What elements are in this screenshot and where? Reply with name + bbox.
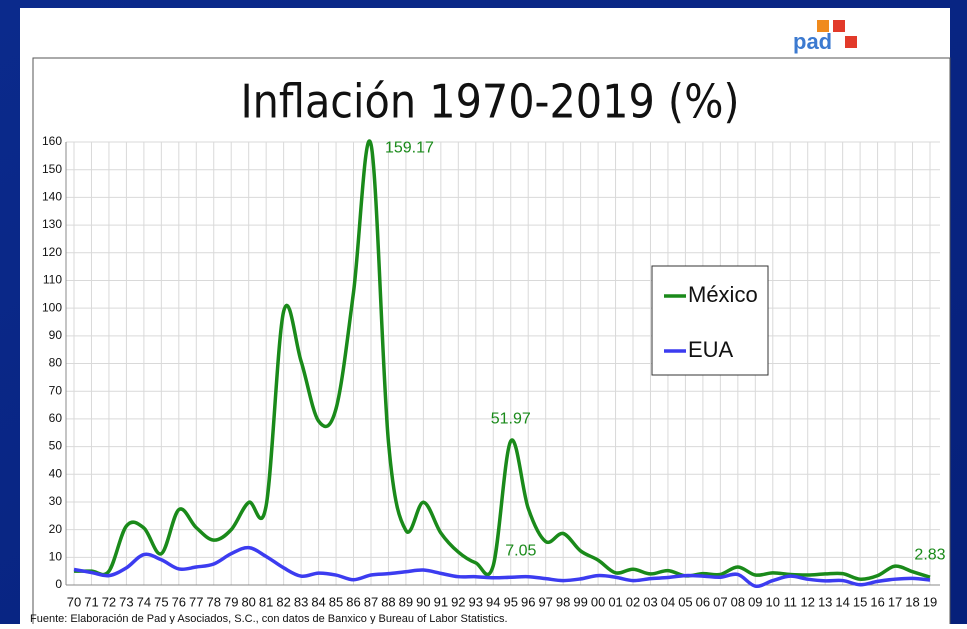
x-tick-label: 14	[835, 594, 849, 609]
y-tick-label: 160	[42, 134, 62, 148]
x-tick-label: 03	[643, 594, 657, 609]
x-tick-label: 99	[573, 594, 587, 609]
x-tick-label: 92	[451, 594, 465, 609]
x-tick-label: 96	[521, 594, 535, 609]
y-tick-label: 110	[43, 273, 62, 287]
y-tick-label: 50	[49, 439, 63, 453]
x-tick-label: 11	[783, 594, 797, 609]
x-tick-label: 04	[661, 594, 675, 609]
x-tick-label: 76	[172, 594, 186, 609]
x-tick-label: 12	[800, 594, 814, 609]
y-tick-label: 140	[42, 190, 62, 204]
y-tick-label: 90	[49, 328, 63, 342]
logo-icon	[833, 20, 845, 32]
x-tick-label: 83	[294, 594, 308, 609]
data-label: 51.97	[491, 410, 531, 427]
x-tick-label: 17	[888, 594, 902, 609]
x-tick-label: 84	[311, 594, 325, 609]
x-tick-label: 00	[591, 594, 605, 609]
y-tick-label: 20	[49, 522, 63, 536]
source-note: Fuente: Elaboración de Pad y Asociados, …	[30, 613, 508, 624]
x-tick-label: 91	[434, 594, 448, 609]
chart-title: Inflación 1970-2019 (%)	[240, 75, 739, 129]
x-tick-label: 75	[154, 594, 168, 609]
x-tick-label: 87	[364, 594, 378, 609]
y-tick-label: 10	[49, 549, 63, 563]
x-tick-label: 90	[416, 594, 430, 609]
x-tick-label: 71	[84, 594, 98, 609]
x-tick-label: 08	[731, 594, 745, 609]
x-tick-label: 80	[241, 594, 255, 609]
x-tick-label: 85	[329, 594, 343, 609]
x-tick-label: 09	[748, 594, 762, 609]
x-tick-label: 19	[923, 594, 937, 609]
y-tick-label: 130	[42, 217, 62, 231]
logo-icon	[845, 36, 857, 48]
x-tick-label: 89	[399, 594, 413, 609]
x-tick-label: 13	[818, 594, 832, 609]
x-tick-label: 15	[853, 594, 867, 609]
x-tick-label: 02	[626, 594, 640, 609]
y-tick-label: 100	[42, 300, 62, 314]
x-tick-label: 77	[189, 594, 203, 609]
x-tick-label: 74	[137, 594, 151, 609]
plot: 0102030405060708090100110120130140150160…	[42, 134, 946, 609]
x-tick-label: 88	[381, 594, 395, 609]
legend-label: EUA	[688, 337, 734, 362]
x-tick-label: 07	[713, 594, 727, 609]
y-tick-label: 120	[42, 245, 62, 259]
x-tick-label: 98	[556, 594, 570, 609]
x-tick-label: 06	[696, 594, 710, 609]
series-line	[73, 545, 931, 588]
x-tick-label: 16	[870, 594, 884, 609]
logo-text: pad	[793, 29, 832, 54]
x-tick-label: 73	[119, 594, 133, 609]
x-tick-label: 81	[259, 594, 273, 609]
x-tick-label: 72	[102, 594, 116, 609]
y-tick-label: 70	[49, 383, 63, 397]
x-tick-label: 95	[504, 594, 518, 609]
legend	[651, 265, 769, 376]
x-tick-label: 86	[346, 594, 360, 609]
x-tick-label: 10	[766, 594, 780, 609]
x-tick-label: 97	[538, 594, 552, 609]
x-tick-label: 70	[67, 594, 81, 609]
x-tick-label: 93	[469, 594, 483, 609]
y-tick-label: 60	[49, 411, 63, 425]
x-tick-label: 18	[905, 594, 919, 609]
x-tick-label: 79	[224, 594, 238, 609]
y-tick-label: 150	[42, 162, 62, 176]
y-tick-label: 30	[49, 494, 63, 508]
x-tick-label: 05	[678, 594, 692, 609]
series-line	[74, 139, 931, 581]
y-tick-label: 80	[49, 356, 63, 370]
x-tick-label: 01	[608, 594, 622, 609]
legend-label: México	[688, 282, 758, 307]
data-label: 7.05	[505, 543, 536, 560]
x-tick-label: 82	[276, 594, 290, 609]
x-tick-label: 94	[486, 594, 500, 609]
x-tick-label: 78	[207, 594, 221, 609]
y-tick-label: 0	[55, 577, 62, 591]
data-label: 2.83	[914, 546, 945, 563]
logo-icon	[817, 20, 829, 32]
data-label: 159.17	[385, 140, 434, 157]
y-tick-label: 40	[49, 466, 63, 480]
